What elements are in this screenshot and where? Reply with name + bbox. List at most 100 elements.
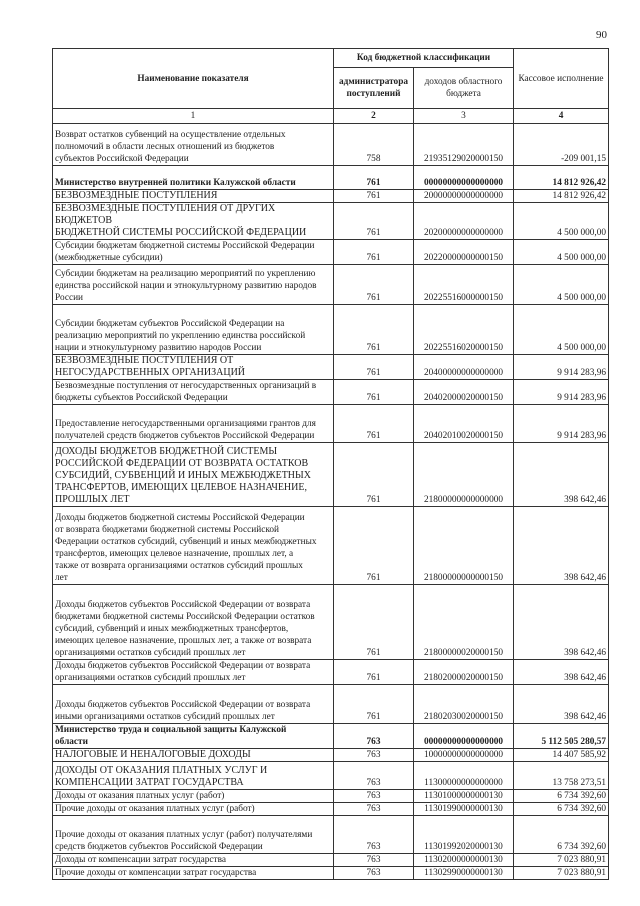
- row-amount: 6 734 392,60: [513, 789, 610, 803]
- row-name: Министерство труда и социальной защиты К…: [52, 723, 334, 749]
- header-name: Наименование показателя: [52, 48, 334, 109]
- row-name: Доходы бюджетов субъектов Российской Фед…: [52, 659, 334, 685]
- row-admin-code: 763: [333, 802, 414, 816]
- row-admin-code: 763: [333, 789, 414, 803]
- row-admin-code: 761: [333, 165, 414, 190]
- header-code-group: Код бюджетной классификации: [332, 48, 515, 68]
- table-row: БЕЗВОЗМЕЗДНЫЕ ПОСТУПЛЕНИЯ 761 200000000000…: [52, 189, 610, 203]
- table-row: Безвозмездные поступления от негосударст…: [52, 379, 610, 405]
- table-row: ДОХОДЫ БЮДЖЕТОВ БЮДЖЕТНОЙ СИСТЕМЫ РОССИЙ…: [52, 442, 610, 507]
- row-name: ДОХОДЫ ОТ ОКАЗАНИЯ ПЛАТНЫХ УСЛУГ И КОМПЕ…: [52, 761, 334, 790]
- row-income-code: 10000000000000000: [412, 748, 515, 762]
- header-num-4: 4: [513, 108, 610, 124]
- row-admin-code: 761: [333, 584, 414, 660]
- row-income-code: 11302990000000130: [412, 866, 515, 880]
- row-income-code: 20220000000000150: [412, 239, 515, 265]
- header-num-1: 1: [52, 108, 334, 124]
- row-amount: 4 500 000,00: [513, 264, 610, 305]
- row-amount: 9 914 283,96: [513, 379, 610, 405]
- table-row: Субсидии бюджетам на реализацию мероприя…: [52, 264, 610, 305]
- row-amount: 4 500 000,00: [513, 239, 610, 265]
- table-row: Прочие доходы от компенсации затрат госу…: [52, 866, 610, 880]
- row-name: Прочие доходы от компенсации затрат госу…: [52, 866, 334, 880]
- row-amount: 6 734 392,60: [513, 815, 610, 854]
- header-num-3: 3: [412, 108, 515, 124]
- row-name: Безвозмездные поступления от негосударст…: [52, 379, 334, 405]
- row-admin-code: 761: [333, 659, 414, 685]
- row-admin-code: 763: [333, 748, 414, 762]
- row-name: Прочие доходы от оказания платных услуг …: [52, 815, 334, 854]
- table-row: Предоставление негосударственными органи…: [52, 404, 610, 443]
- table-row: Доходы бюджетов бюджетной системы Россий…: [52, 506, 610, 585]
- row-admin-code: 761: [333, 264, 414, 305]
- row-admin-code: 761: [333, 189, 414, 203]
- row-income-code: 20200000000000000: [412, 202, 515, 240]
- row-admin-code: 761: [333, 304, 414, 355]
- table-row: БЕЗВОЗМЕЗДНЫЕ ПОСТУПЛЕНИЯ ОТ ДРУГИХ БЮДЖ…: [52, 202, 610, 240]
- header-admin: администратора поступлений: [333, 67, 414, 109]
- header-execution: Кассовое исполнение: [513, 48, 610, 109]
- row-amount: 398 642,46: [513, 584, 610, 660]
- table-row: Министерство труда и социальной защиты К…: [52, 723, 610, 749]
- row-name: Возврат остатков субвенций на осуществле…: [52, 123, 334, 166]
- row-admin-code: 761: [333, 202, 414, 240]
- row-amount: 398 642,46: [513, 659, 610, 685]
- row-income-code: 20402000020000150: [412, 379, 515, 405]
- row-amount: 5 112 505 280,57: [513, 723, 610, 749]
- budget-table: Наименование показателя Код бюджетной кл…: [52, 48, 610, 880]
- table-row: Доходы бюджетов субъектов Российской Фед…: [52, 659, 610, 685]
- row-amount: 14 812 926,42: [513, 189, 610, 203]
- row-income-code: 00000000000000000: [412, 165, 515, 190]
- table-row: Доходы от компенсации затрат государства…: [52, 853, 610, 867]
- page-number: 90: [596, 29, 607, 41]
- row-amount: 398 642,46: [513, 684, 610, 724]
- row-income-code: 21800000020000150: [412, 584, 515, 660]
- row-name: Субсидии бюджетам на реализацию мероприя…: [52, 264, 334, 305]
- table-row: Доходы от оказания платных услуг (работ)…: [52, 789, 610, 803]
- row-name: Субсидии бюджетам бюджетной системы Росс…: [52, 239, 334, 265]
- row-admin-code: 763: [333, 815, 414, 854]
- row-amount: 14 812 926,42: [513, 165, 610, 190]
- row-income-code: 21935129020000150: [412, 123, 515, 166]
- row-amount: 14 407 585,92: [513, 748, 610, 762]
- row-name: НАЛОГОВЫЕ И НЕНАЛОГОВЫЕ ДОХОДЫ: [52, 748, 334, 762]
- row-name: ДОХОДЫ БЮДЖЕТОВ БЮДЖЕТНОЙ СИСТЕМЫ РОССИЙ…: [52, 442, 334, 507]
- row-name: Субсидии бюджетам субъектов Российской Ф…: [52, 304, 334, 355]
- row-name: Доходы бюджетов субъектов Российской Фед…: [52, 584, 334, 660]
- table-row: Субсидии бюджетам субъектов Российской Ф…: [52, 304, 610, 355]
- row-amount: 6 734 392,60: [513, 802, 610, 816]
- row-admin-code: 763: [333, 761, 414, 790]
- row-admin-code: 761: [333, 442, 414, 507]
- header-num-2: 2: [333, 108, 414, 124]
- row-income-code: 20402010020000150: [412, 404, 515, 443]
- table-row: Субсидии бюджетам бюджетной системы Росс…: [52, 239, 610, 265]
- row-name: Доходы от оказания платных услуг (работ): [52, 789, 334, 803]
- row-income-code: 11301992020000130: [412, 815, 515, 854]
- row-name: Предоставление негосударственными органи…: [52, 404, 334, 443]
- row-admin-code: 763: [333, 866, 414, 880]
- row-income-code: 20000000000000000: [412, 189, 515, 203]
- row-amount: 398 642,46: [513, 442, 610, 507]
- row-amount: 4 500 000,00: [513, 202, 610, 240]
- table-row: Доходы бюджетов субъектов Российской Фед…: [52, 684, 610, 724]
- row-income-code: 11300000000000000: [412, 761, 515, 790]
- row-amount: -209 001,15: [513, 123, 610, 166]
- table-row: Прочие доходы от оказания платных услуг …: [52, 815, 610, 854]
- row-amount: 398 642,46: [513, 506, 610, 585]
- row-admin-code: 761: [333, 379, 414, 405]
- table-row: Прочие доходы от оказания платных услуг …: [52, 802, 610, 816]
- row-admin-code: 761: [333, 239, 414, 265]
- row-admin-code: 763: [333, 723, 414, 749]
- row-name: БЕЗВОЗМЕЗДНЫЕ ПОСТУПЛЕНИЯ: [52, 189, 334, 203]
- row-admin-code: 763: [333, 853, 414, 867]
- row-income-code: 20225516000000150: [412, 264, 515, 305]
- table-row: Возврат остатков субвенций на осуществле…: [52, 123, 610, 166]
- row-income-code: 21800000000000000: [412, 442, 515, 507]
- row-admin-code: 758: [333, 123, 414, 166]
- table-row: НАЛОГОВЫЕ И НЕНАЛОГОВЫЕ ДОХОДЫ 763 1000000…: [52, 748, 610, 762]
- row-admin-code: 761: [333, 684, 414, 724]
- row-amount: 4 500 000,00: [513, 304, 610, 355]
- row-income-code: 21802030020000150: [412, 684, 515, 724]
- table-row: Министерство внутренней политики Калужск…: [52, 165, 610, 190]
- row-income-code: 11301990000000130: [412, 802, 515, 816]
